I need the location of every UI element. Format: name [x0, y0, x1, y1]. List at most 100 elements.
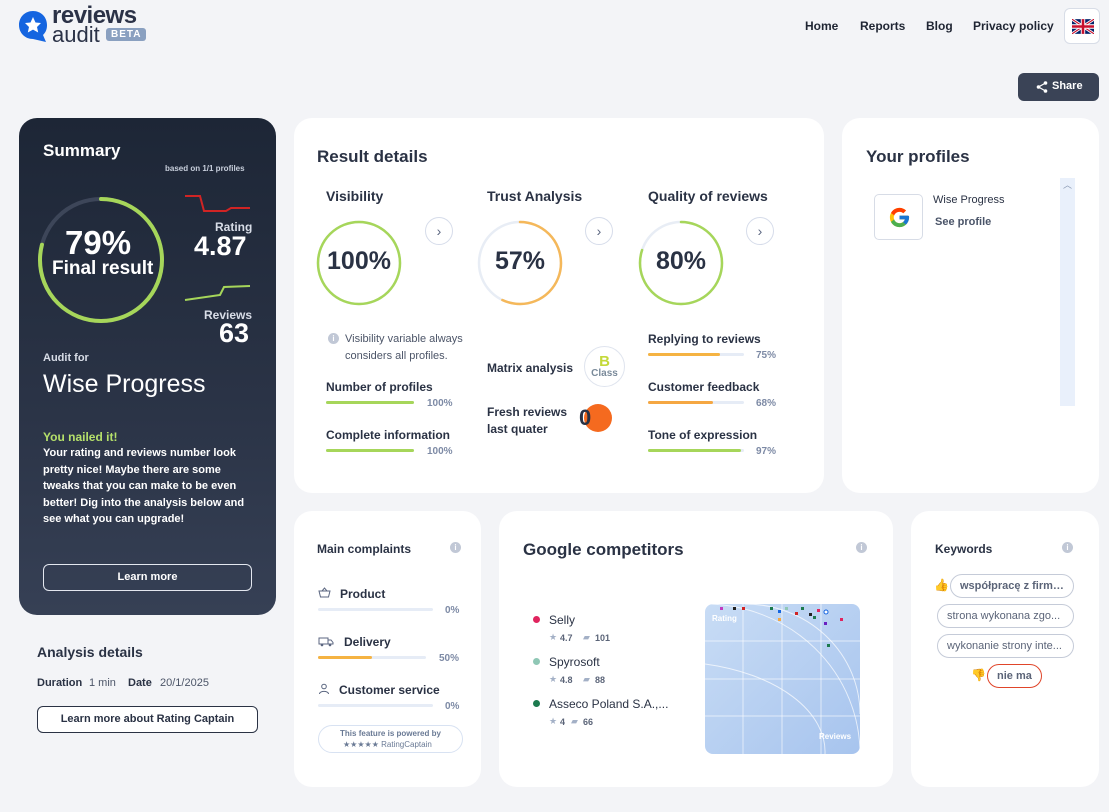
competitor-rating: 4.8 [560, 675, 573, 685]
replying-pct: 75% [756, 350, 777, 361]
learn-more-label: Learn more [117, 571, 178, 583]
comment-icon: ▰ [583, 632, 590, 642]
complaint-delivery-bar [318, 656, 426, 659]
summary-card: Summary based on 1/1 profiles 79% Final … [19, 118, 276, 615]
result-details-card: Result details Visibility 100% › i Visib… [294, 118, 824, 493]
matrix-grade: B [599, 353, 610, 370]
number-of-profiles-pct: 100% [427, 398, 453, 409]
google-logo-box [874, 194, 923, 240]
quality-ring [638, 220, 724, 306]
learn-more-button[interactable]: Learn more [43, 564, 252, 591]
based-on-text: based on 1/1 profiles [165, 164, 245, 173]
learn-more-rating-captain-button[interactable]: Learn more about Rating Captain [37, 706, 258, 733]
summary-message: Your rating and reviews number look pret… [43, 447, 245, 525]
analysis-title: Analysis details [37, 644, 143, 660]
keywords-card: Keywords i 👍 współpracę z firmą... stron… [911, 511, 1099, 787]
see-profile-link[interactable]: See profile [935, 216, 992, 228]
competitor-dot [533, 616, 540, 623]
profile-item[interactable]: Wise Progress See profile [874, 194, 1054, 242]
number-of-profiles-bar [326, 401, 414, 404]
visibility-percent: 100% [327, 247, 391, 275]
keyword-neutral[interactable]: wykonanie strony inte... [937, 634, 1074, 658]
trust-ring [477, 220, 563, 306]
fresh-reviews-badge: 0 [579, 404, 612, 432]
google-competitors-card: Google competitors i Selly ★ 4.7 ▰ 101 S… [499, 511, 893, 787]
your-profiles-title: Your profiles [866, 147, 970, 166]
competitor-item[interactable]: Selly ★ 4.7 ▰ 101 [533, 613, 683, 647]
matrix-class-label: Class [591, 368, 618, 379]
fresh-reviews-label-1: Fresh reviews [487, 405, 568, 419]
complete-information-bar [326, 449, 414, 452]
tone-label: Tone of expression [648, 428, 758, 442]
nav-privacy-policy[interactable]: Privacy policy [973, 19, 1054, 33]
competitor-item[interactable]: Spyrosoft ★ 4.8 ▰ 88 [533, 655, 683, 689]
logo-text-reviews: reviews [52, 2, 137, 29]
fresh-reviews-label-2: last quater [487, 422, 548, 436]
logo-text-audit: audit [52, 22, 100, 47]
competitor-rating: 4 [560, 717, 566, 727]
company-name: Wise Progress [43, 370, 206, 398]
audit-for-label: Audit for [43, 352, 89, 364]
keyword-negative[interactable]: nie ma [987, 664, 1042, 688]
competitor-reviews: 88 [595, 675, 606, 685]
star-icon: ★ [549, 716, 558, 726]
rating-value: 4.87 [194, 231, 247, 261]
quality-title: Quality of reviews [648, 188, 768, 204]
replying-bar [648, 353, 744, 356]
powered-by-badge[interactable]: This feature is powered by ★★★★★ RatingC… [318, 725, 463, 753]
visibility-ring [316, 220, 402, 306]
reviews-value: 63 [219, 318, 250, 348]
visibility-title: Visibility [326, 188, 384, 204]
trust-expand-button[interactable]: › [585, 217, 613, 245]
competitor-dot [533, 700, 540, 707]
google-competitors-title: Google competitors [523, 540, 684, 559]
info-icon[interactable]: i [1062, 542, 1073, 553]
competitor-reviews: 66 [583, 717, 594, 727]
date-label: Date [128, 677, 152, 689]
competitor-map[interactable]: Rating Reviews [705, 604, 860, 754]
info-icon[interactable]: i [450, 542, 461, 553]
result-details-title: Result details [317, 147, 428, 166]
logo[interactable]: reviews audit BETA [18, 2, 148, 47]
comment-icon: ▰ [583, 674, 590, 684]
reviews-trend-line [184, 285, 251, 301]
quality-expand-button[interactable]: › [746, 217, 774, 245]
visibility-expand-button[interactable]: › [425, 217, 453, 245]
star-icon: ★ [549, 674, 558, 684]
competitor-name: Spyrosoft [549, 655, 600, 669]
trust-analysis-title: Trust Analysis [487, 188, 583, 204]
nav-reports[interactable]: Reports [860, 19, 906, 33]
truck-icon [318, 637, 334, 647]
your-profiles-card: Your profiles Wise Progress See profile … [842, 118, 1099, 493]
customer-feedback-bar [648, 401, 744, 404]
visibility-note: Visibility variable always considers all… [345, 333, 463, 362]
chevron-right-icon: › [436, 223, 442, 239]
final-result-percent: 79% [65, 224, 132, 261]
keyword-neutral[interactable]: strona wykonana zgo... [937, 604, 1074, 628]
matrix-analysis-label: Matrix analysis [487, 361, 574, 375]
complete-information-pct: 100% [427, 446, 453, 457]
complaint-customer-service-bar [318, 704, 433, 707]
comment-icon: ▰ [571, 716, 578, 726]
rating-captain-text: RatingCaptain [381, 740, 432, 749]
complaint-customer-service-label: Customer service [339, 683, 440, 697]
profile-name: Wise Progress [933, 194, 1005, 206]
tone-bar [648, 449, 744, 452]
basket-icon [318, 587, 331, 598]
share-button[interactable]: Share [1018, 73, 1099, 101]
main-complaints-card: Main complaints i Product 0% Delivery 50… [294, 511, 481, 787]
chevron-right-icon: › [596, 223, 602, 239]
star-icon: ★ [549, 632, 558, 642]
keyword-positive[interactable]: współpracę z firmą... [950, 574, 1074, 598]
date-value: 20/1/2025 [160, 677, 209, 689]
duration-value: 1 min [89, 677, 116, 689]
profiles-scrollbar[interactable]: ︿ [1060, 178, 1075, 406]
uk-flag-icon [1072, 19, 1094, 34]
final-result-label: Final result [52, 258, 154, 279]
language-button[interactable] [1064, 8, 1100, 44]
nav-blog[interactable]: Blog [926, 19, 953, 33]
competitor-item[interactable]: Asseco Poland S.A.,... ★ 4 ▰ 66 [533, 697, 683, 731]
rating-trend-line [185, 195, 250, 212]
nav-home[interactable]: Home [805, 19, 839, 33]
info-icon[interactable]: i [856, 542, 867, 553]
